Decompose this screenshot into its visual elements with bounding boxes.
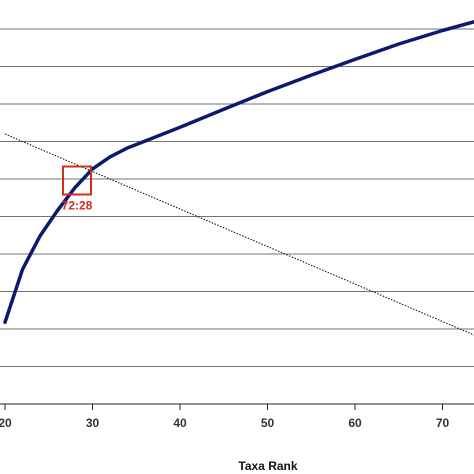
x-tick-label: 70 — [436, 416, 450, 430]
intersection-marker — [62, 165, 92, 196]
x-tick-label: 50 — [261, 416, 275, 430]
x-tick-label: 60 — [348, 416, 362, 430]
reference-line — [4, 133, 474, 336]
intersection-label: 72:28 — [62, 199, 93, 213]
x-axis-title: Taxa Rank — [238, 459, 297, 473]
plot-series — [3, 20, 474, 336]
x-tick-label: 40 — [173, 416, 187, 430]
annotations: 72:28 — [62, 165, 93, 213]
x-tick-label: 20 — [0, 416, 12, 430]
x-tick-label: 30 — [86, 416, 100, 430]
cumulative-curve — [3, 20, 474, 325]
x-axis: 20 30 40 50 60 70 — [0, 404, 449, 430]
grid-lines — [0, 28, 474, 405]
